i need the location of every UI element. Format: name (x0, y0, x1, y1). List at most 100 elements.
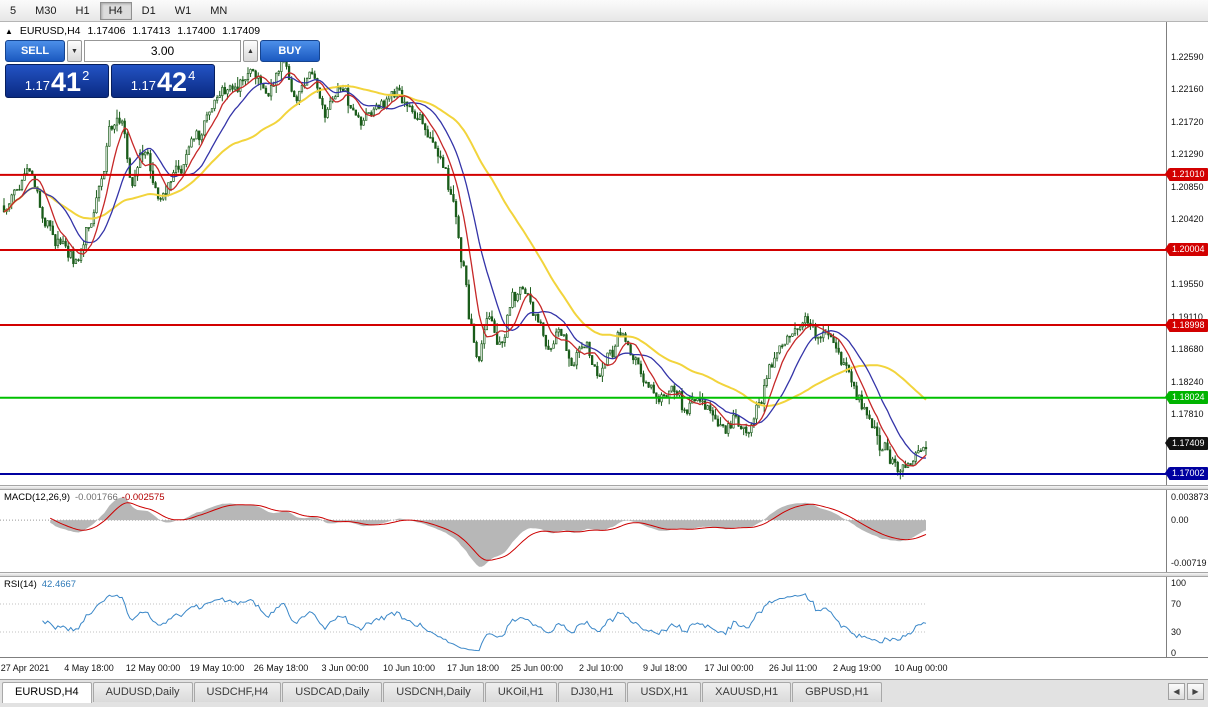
candle (290, 79, 293, 92)
price-badge[interactable]: 1.18998 (1165, 318, 1208, 332)
candle (105, 145, 108, 172)
price-tick: 1.17810 (1171, 408, 1204, 419)
candle (806, 316, 810, 324)
candle (760, 402, 763, 404)
candle (269, 85, 273, 97)
price-badge[interactable]: 1.17002 (1165, 467, 1208, 481)
sell-price-display[interactable]: 1.17 41 2 (5, 64, 109, 98)
chart-tab-eurusd-h4[interactable]: EURUSD,H4 (2, 682, 92, 703)
price-scale[interactable]: 1.22590 1.22160 1.21720 1.21290 1.20850 1.204… (1165, 22, 1208, 485)
candle (467, 284, 470, 320)
chart-tab-usdchf-h4[interactable]: USDCHF,H4 (193, 682, 282, 702)
candle (924, 447, 928, 450)
tab-scroll-left-icon[interactable]: ◀ (1168, 683, 1185, 700)
price-badge[interactable]: 1.17409 (1165, 437, 1208, 451)
chart-tab-usdcnh-daily[interactable]: USDCNH,Daily (383, 682, 484, 702)
candle (23, 173, 26, 181)
chart-tab-audusd-daily[interactable]: AUDUSD,Daily (92, 682, 193, 702)
macd-tick: 0.00 (1171, 515, 1189, 526)
timeframe-button-h1[interactable]: H1 (75, 4, 90, 17)
sell-button[interactable]: SELL (5, 40, 65, 62)
chart-tab-ukoil-h1[interactable]: UKOil,H1 (484, 682, 557, 702)
candle (133, 175, 137, 186)
candle (619, 332, 622, 336)
candle (583, 346, 586, 349)
candle (59, 238, 62, 245)
candle (38, 190, 42, 208)
candle (321, 97, 324, 106)
candle (783, 343, 786, 347)
candle (786, 335, 789, 345)
candle (868, 414, 871, 419)
macd-tick: 0.003873 (1171, 492, 1208, 502)
candle (298, 90, 301, 102)
volume-increase-icon[interactable]: ▲ (243, 40, 258, 62)
candle (837, 347, 840, 353)
candle (154, 182, 157, 189)
candle (894, 458, 897, 463)
candle (246, 73, 250, 80)
candle (110, 126, 114, 130)
timeframe-button-5[interactable]: 5 (10, 4, 17, 17)
candle (465, 265, 468, 286)
candle (56, 238, 60, 247)
candle (174, 165, 178, 173)
candle (870, 418, 874, 428)
candle (842, 362, 845, 365)
chart-tab-xauusd-h1[interactable]: XAUUSD,H1 (702, 682, 792, 702)
tab-scroll-right-icon[interactable]: ▶ (1187, 683, 1204, 700)
candle (755, 404, 758, 420)
rsi-panel[interactable]: RSI(14) 42.4667 (0, 577, 1166, 657)
moving-average-line-50 (3, 84, 927, 408)
buy-button[interactable]: BUY (260, 40, 320, 62)
chart-tab-usdx-h1[interactable]: USDX,H1 (627, 682, 702, 702)
timeframe-button-d1[interactable]: D1 (141, 4, 156, 17)
candle (156, 187, 160, 199)
macd-panel[interactable]: MACD(12,26,9) -0.001766 -0.002575 (0, 490, 1166, 572)
time-axis[interactable]: 27 Apr 2021 4 May 18:00 12 May 00:00 19 May… (0, 657, 1208, 679)
chart-tab-dj30-h1[interactable]: DJ30,H1 (557, 682, 627, 702)
candle (511, 291, 514, 308)
candle (362, 119, 365, 126)
candle (544, 335, 548, 347)
candle (33, 174, 36, 188)
price-chart-canvas[interactable] (0, 22, 1166, 485)
time-axis-label: 4 May 18:00 (64, 663, 114, 673)
candle-wicks (3, 58, 927, 480)
candle (832, 336, 835, 344)
timeframe-button-m30[interactable]: M30 (35, 4, 57, 17)
time-axis-label: 3 Jun 00:00 (321, 663, 369, 673)
candle (208, 111, 211, 116)
candle (41, 207, 44, 219)
buy-price-display[interactable]: 1.17 42 4 (111, 64, 215, 98)
volume-input[interactable] (84, 40, 241, 62)
candles-layer (2, 58, 928, 480)
candle (860, 394, 863, 410)
buy-price-sup: 4 (188, 68, 196, 83)
price-badge[interactable]: 1.18024 (1165, 391, 1208, 405)
candle (408, 105, 411, 108)
candle (652, 384, 655, 394)
timeframe-button-w1[interactable]: W1 (174, 4, 192, 17)
candle (28, 168, 31, 172)
timeframe-button-h4[interactable]: H4 (99, 1, 132, 20)
timeframe-button-mn[interactable]: MN (210, 4, 228, 17)
candle (662, 394, 666, 397)
volume-decrease-icon[interactable]: ▼ (67, 40, 82, 62)
macd-canvas (0, 497, 927, 567)
candle (192, 138, 196, 141)
panel-splitter[interactable] (0, 572, 1208, 577)
one-click-toggle-icon[interactable]: ▲ (5, 27, 13, 36)
panel-splitter[interactable] (0, 485, 1208, 490)
candle (216, 97, 219, 101)
price-badge[interactable]: 1.21010 (1165, 168, 1208, 182)
chart-tab-gbpusd-h1[interactable]: GBPUSD,H1 (792, 682, 882, 702)
chart-tab-usdcad-daily[interactable]: USDCAD,Daily (282, 682, 383, 702)
macd-histogram (50, 497, 926, 567)
price-badge[interactable]: 1.20004 (1165, 243, 1208, 257)
candle (727, 423, 730, 434)
ohlc-close: 1.17409 (222, 25, 261, 37)
candle (716, 418, 720, 427)
main-chart[interactable]: ▲ EURUSD,H4 1.17406 1.17413 1.17400 1.17… (0, 22, 1166, 485)
candle (534, 313, 537, 316)
